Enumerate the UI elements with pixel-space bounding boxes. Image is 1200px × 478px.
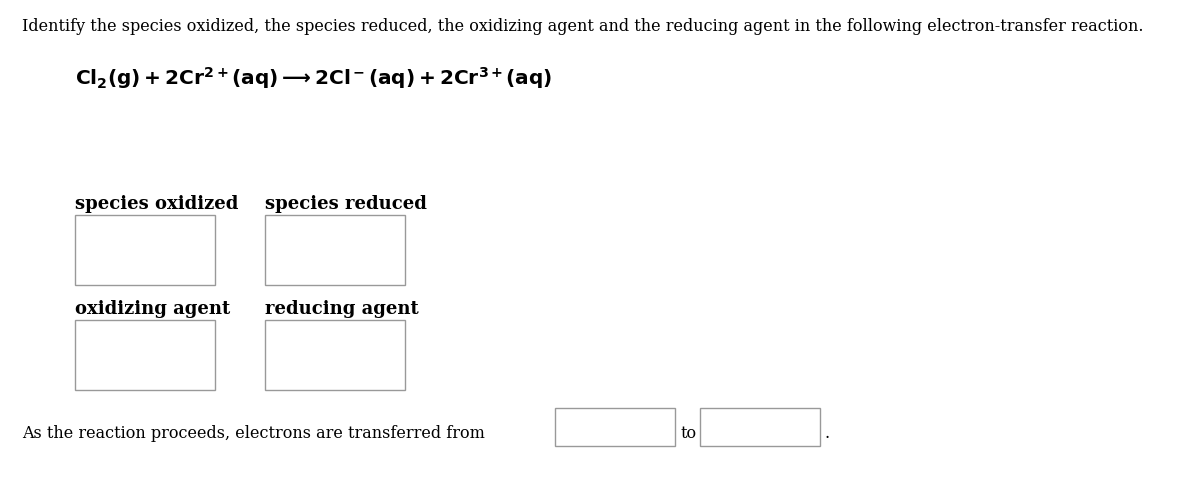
Text: species reduced: species reduced [265,195,427,213]
Text: .: . [824,425,829,442]
Bar [265,320,406,390]
Text: As the reaction proceeds, electrons are transferred from: As the reaction proceeds, electrons are … [22,425,485,442]
Text: species oxidized: species oxidized [74,195,239,213]
Text: to: to [682,425,697,442]
Text: reducing agent: reducing agent [265,300,419,318]
Bar [554,408,674,446]
Bar [265,215,406,285]
Text: $\mathbf{Cl_2(g) + 2Cr^{2+}(aq) \longrightarrow 2Cl^-(aq) + 2Cr^{3+}(aq)}$: $\mathbf{Cl_2(g) + 2Cr^{2+}(aq) \longrig… [74,65,552,91]
Bar [74,215,215,285]
Text: oxidizing agent: oxidizing agent [74,300,230,318]
Text: Identify the species oxidized, the species reduced, the oxidizing agent and the : Identify the species oxidized, the speci… [22,18,1144,35]
Bar [74,320,215,390]
Bar [700,408,820,446]
